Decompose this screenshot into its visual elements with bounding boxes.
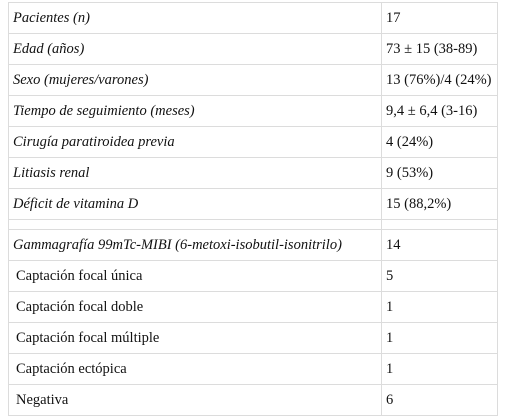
row-value: 6 bbox=[381, 384, 498, 416]
row-value: 5 bbox=[381, 260, 498, 292]
row-value: 1 bbox=[381, 322, 498, 354]
row-value: 1 bbox=[381, 353, 498, 385]
row-label: Edad (años) bbox=[8, 33, 382, 65]
row-label: Sexo (mujeres/varones) bbox=[8, 64, 382, 96]
table-row: Captación focal doble 1 bbox=[8, 291, 498, 323]
row-label: Captación focal única bbox=[8, 260, 382, 292]
row-label: Pacientes (n) bbox=[8, 2, 382, 34]
row-value: 9 (53%) bbox=[381, 157, 498, 189]
row-value: 4 (24%) bbox=[381, 126, 498, 158]
row-label: Negativa bbox=[8, 384, 382, 416]
row-value: 17 bbox=[381, 2, 498, 34]
spacer-row bbox=[8, 219, 498, 230]
table-row: Captación ectópica 1 bbox=[8, 353, 498, 385]
table-row: Edad (años) 73 ± 15 (38-89) bbox=[8, 33, 498, 65]
spacer-cell bbox=[381, 219, 498, 230]
table-row: Tiempo de seguimiento (meses) 9,4 ± 6,4 (… bbox=[8, 95, 498, 127]
table-row: Cirugía paratiroidea previa 4 (24%) bbox=[8, 126, 498, 158]
row-label: Cirugía paratiroidea previa bbox=[8, 126, 382, 158]
table-row: Negativa 6 bbox=[8, 384, 498, 416]
row-value: 15 (88,2%) bbox=[381, 188, 498, 220]
row-label: Gammagrafía 99mTc-MIBI (6-metoxi-isobuti… bbox=[8, 229, 382, 261]
table-row: Pacientes (n) 17 bbox=[8, 2, 498, 34]
row-label: Captación focal doble bbox=[8, 291, 382, 323]
row-label: Déficit de vitamina D bbox=[8, 188, 382, 220]
table-row: Litiasis renal 9 (53%) bbox=[8, 157, 498, 189]
table-row: Captación focal única 5 bbox=[8, 260, 498, 292]
table-row: Captación focal múltiple 1 bbox=[8, 322, 498, 354]
table-row: Déficit de vitamina D 15 (88,2%) bbox=[8, 188, 498, 220]
data-table: Pacientes (n) 17 Edad (años) 73 ± 15 (38-89… bbox=[8, 2, 498, 416]
spacer-cell bbox=[8, 219, 382, 230]
row-label: Tiempo de seguimiento (meses) bbox=[8, 95, 382, 127]
row-value: 73 ± 15 (38-89) bbox=[381, 33, 498, 65]
table-row: Gammagrafía 99mTc-MIBI (6-metoxi-isobuti… bbox=[8, 229, 498, 261]
row-value: 1 bbox=[381, 291, 498, 323]
row-label: Litiasis renal bbox=[8, 157, 382, 189]
row-value: 9,4 ± 6,4 (3-16) bbox=[381, 95, 498, 127]
row-label: Captación ectópica bbox=[8, 353, 382, 385]
row-value: 13 (76%)/4 (24%) bbox=[381, 64, 498, 96]
table-row: Sexo (mujeres/varones) 13 (76%)/4 (24%) bbox=[8, 64, 498, 96]
row-value: 14 bbox=[381, 229, 498, 261]
row-label: Captación focal múltiple bbox=[8, 322, 382, 354]
